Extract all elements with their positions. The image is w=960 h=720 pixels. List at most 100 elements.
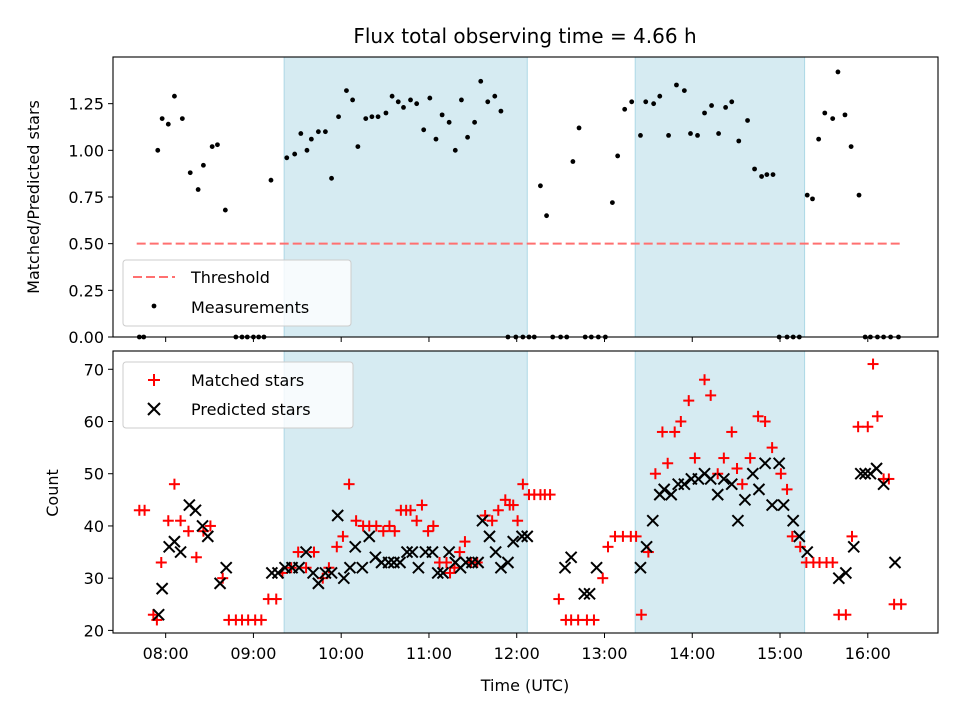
matched-star-marker bbox=[781, 483, 793, 495]
x-tick-label-2: 10:00 bbox=[318, 644, 364, 663]
predicted-star-marker bbox=[772, 457, 786, 470]
predicted-star-marker bbox=[564, 551, 578, 564]
bottom-y-tick-label-1: 30 bbox=[84, 569, 104, 588]
matched-star-marker bbox=[827, 557, 839, 568]
measurement-point bbox=[350, 97, 356, 103]
predicted-star-marker bbox=[634, 561, 647, 574]
matched-star-marker bbox=[852, 421, 864, 433]
matched-star-marker bbox=[675, 416, 687, 427]
predicted-star-marker bbox=[152, 608, 165, 621]
matched-star-marker bbox=[337, 530, 349, 542]
matched-star-marker bbox=[712, 468, 724, 480]
matched-star-marker bbox=[370, 520, 382, 532]
measurement-point bbox=[165, 121, 171, 127]
predicted-star-marker bbox=[640, 540, 653, 554]
measurement-point bbox=[433, 136, 439, 142]
matched-star-marker bbox=[588, 614, 600, 626]
measurement-point bbox=[764, 172, 770, 178]
measurement-point bbox=[804, 192, 810, 198]
predicted-star-marker bbox=[436, 566, 450, 580]
matched-star-marker bbox=[204, 520, 216, 532]
top-shaded-interval-1 bbox=[634, 56, 806, 338]
measurement-point bbox=[842, 112, 848, 118]
measurement-point bbox=[752, 166, 757, 172]
matched-star-marker bbox=[155, 557, 167, 568]
measurement-point bbox=[322, 129, 328, 135]
measurement-point bbox=[195, 187, 201, 192]
measurement-point bbox=[421, 127, 427, 133]
measurement-point bbox=[344, 88, 349, 93]
measurement-point bbox=[427, 95, 433, 101]
top-y-tick-label-3: 0.75 bbox=[68, 188, 104, 207]
measurement-point bbox=[439, 112, 445, 118]
matched-star-marker bbox=[343, 478, 355, 490]
measurement-point bbox=[452, 147, 458, 153]
predicted-star-marker bbox=[870, 462, 883, 475]
legend-matched-swatch bbox=[148, 374, 160, 386]
matched-star-marker bbox=[744, 452, 756, 464]
bottom-axis-ticks: 08:00 09:00 10:00 11:00 12:00 13:00 14:00 15:00… bbox=[84, 360, 891, 663]
legend-predicted-label: Predicted stars bbox=[191, 400, 311, 419]
predicted-star-marker bbox=[847, 540, 860, 554]
predicted-star-marker bbox=[578, 587, 591, 601]
x-axis-label: Time (UTC) bbox=[480, 676, 569, 695]
predicted-star-marker bbox=[349, 540, 362, 554]
measurement-point bbox=[459, 97, 464, 103]
predicted-star-marker bbox=[431, 566, 444, 580]
predicted-star-marker bbox=[168, 535, 181, 548]
matched-star-marker bbox=[597, 572, 609, 584]
matched-star-marker bbox=[255, 614, 267, 626]
measurement-point bbox=[816, 136, 822, 142]
matched-star-marker bbox=[699, 374, 711, 386]
predicted-star-marker bbox=[717, 472, 731, 486]
x-tick-label-3: 11:00 bbox=[406, 644, 452, 663]
x-tick-label-0: 08:00 bbox=[143, 644, 189, 663]
x-tick-label-1: 09:00 bbox=[230, 644, 276, 663]
matched-star-marker bbox=[649, 468, 661, 480]
matched-star-marker bbox=[689, 452, 701, 464]
predicted-star-marker bbox=[854, 467, 867, 480]
matched-star-marker bbox=[422, 525, 434, 537]
measurement-point bbox=[315, 129, 321, 135]
predicted-star-marker bbox=[583, 587, 596, 601]
measurement-point bbox=[688, 131, 693, 136]
predicted-star-marker bbox=[657, 483, 671, 496]
predicted-star-marker bbox=[213, 577, 227, 590]
predicted-star-marker bbox=[786, 514, 800, 527]
matched-star-marker bbox=[350, 515, 362, 527]
bottom-axes-frame bbox=[112, 350, 939, 634]
matched-star-marker bbox=[416, 499, 428, 511]
predicted-star-marker bbox=[356, 561, 369, 574]
measurement-point bbox=[576, 125, 582, 131]
top-axes-frame bbox=[112, 56, 939, 338]
measurement-point bbox=[395, 99, 401, 105]
matched-star-marker bbox=[846, 530, 858, 542]
measurement-point bbox=[657, 93, 663, 99]
matched-star-marker bbox=[766, 442, 778, 454]
predicted-star-marker bbox=[306, 566, 320, 580]
measurement-point bbox=[745, 118, 750, 123]
matched-star-marker bbox=[175, 515, 187, 527]
measurement-point bbox=[716, 131, 721, 136]
predicted-star-marker bbox=[501, 556, 515, 569]
matched-star-marker bbox=[895, 598, 907, 610]
predicted-star-marker bbox=[292, 561, 306, 574]
predicted-star-marker bbox=[738, 493, 752, 507]
measurement-point bbox=[638, 133, 643, 138]
measurement-point bbox=[355, 144, 361, 150]
bottom-y-tick-label-0: 20 bbox=[84, 621, 104, 640]
measurement-point bbox=[414, 101, 420, 107]
measurement-point bbox=[856, 192, 862, 198]
measurement-point bbox=[383, 110, 389, 116]
measurement-point bbox=[681, 88, 687, 93]
predicted-star-marker bbox=[312, 577, 325, 590]
predicted-star-marker bbox=[189, 504, 202, 517]
predicted-star-marker bbox=[777, 498, 790, 512]
matched-star-marker bbox=[635, 609, 647, 621]
matched-star-marker bbox=[656, 426, 668, 438]
legend-measurements-swatch bbox=[151, 303, 157, 309]
predicted-star-marker bbox=[704, 472, 717, 486]
matched-star-marker bbox=[427, 520, 439, 532]
measurement-point bbox=[830, 116, 836, 121]
matched-star-marker bbox=[871, 410, 883, 422]
